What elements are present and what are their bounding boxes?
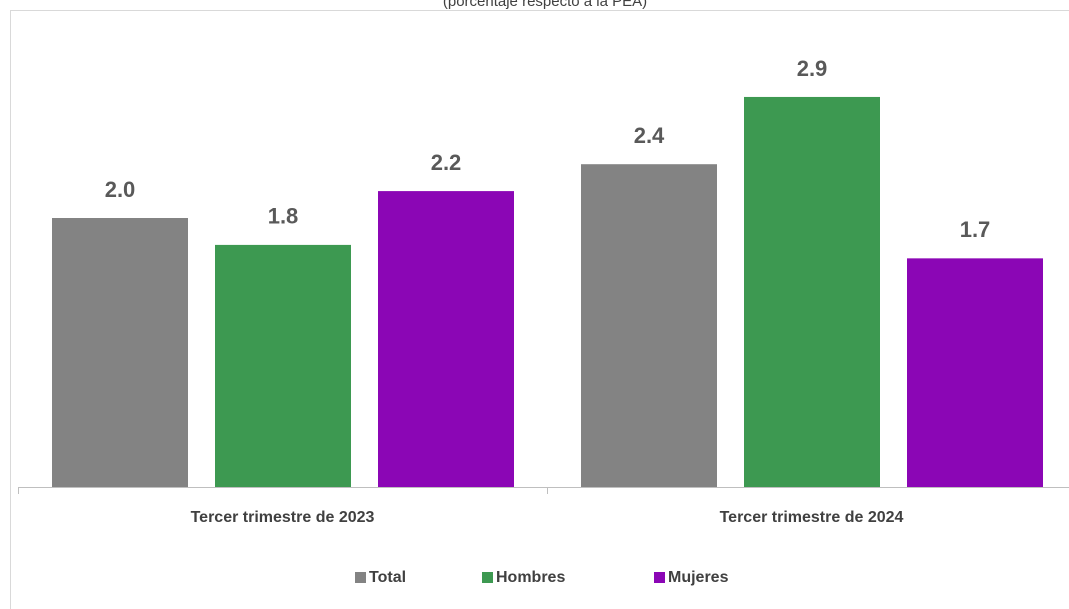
bar (215, 244, 351, 487)
chart-subtitle: (porcentaje respecto a la PEA) (443, 0, 647, 10)
x-tick-label: Tercer trimestre de 2023 (191, 509, 375, 526)
x-tick-label: Tercer trimestre de 2024 (720, 509, 904, 526)
legend-label: Total (369, 569, 406, 586)
legend-label: Mujeres (668, 569, 729, 586)
bar (744, 96, 880, 487)
legend-label: Hombres (496, 569, 565, 586)
bar (52, 218, 188, 487)
legend-swatch (654, 572, 665, 583)
bar (581, 164, 717, 487)
data-label: 2.2 (431, 150, 462, 175)
legend-swatch (482, 572, 493, 583)
legend-swatch (355, 572, 366, 583)
bar (907, 258, 1043, 487)
data-label: 2.0 (105, 177, 136, 202)
bar (378, 191, 514, 487)
data-label: 2.4 (634, 123, 665, 148)
data-label: 1.7 (960, 217, 991, 242)
data-label: 1.8 (268, 204, 299, 229)
data-label: 2.9 (797, 56, 828, 81)
chart-frame (10, 10, 1069, 609)
